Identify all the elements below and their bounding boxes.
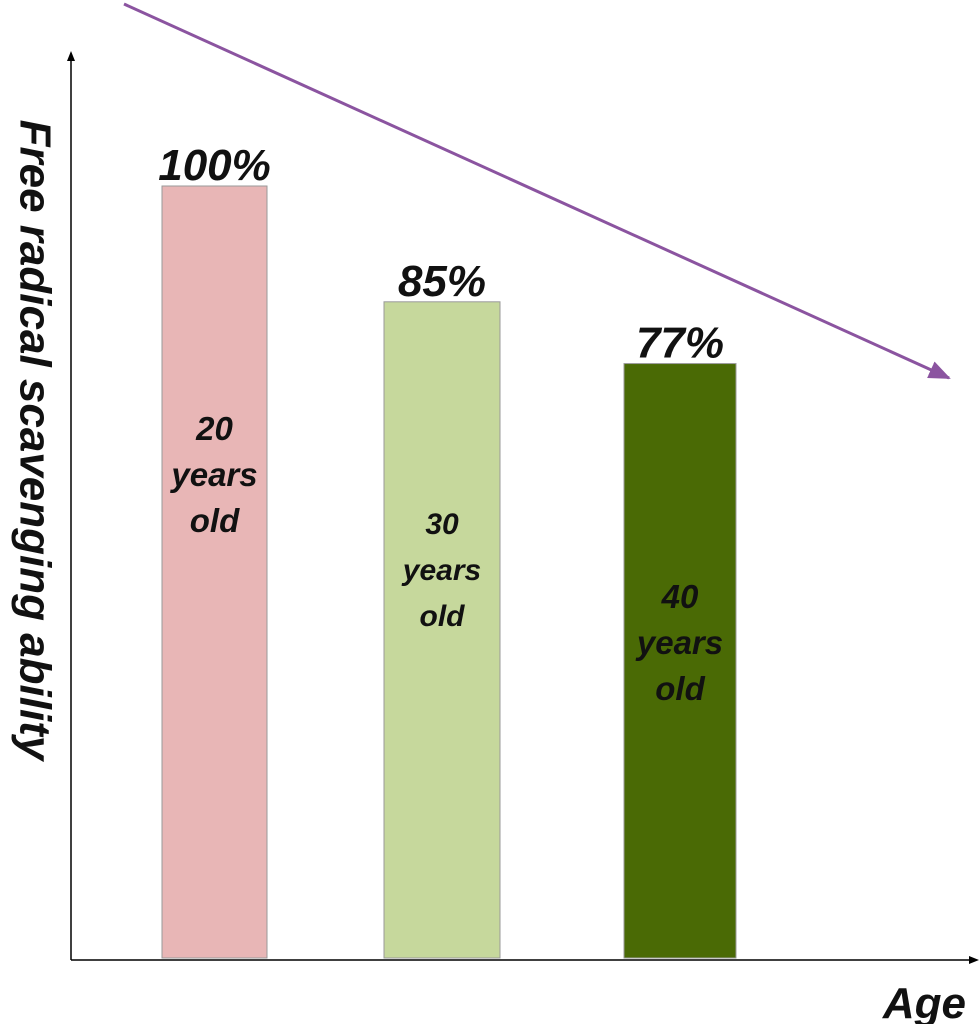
data-label-2: 85%	[398, 257, 486, 306]
category-label-2-line-2: years	[401, 554, 481, 587]
category-label-2-line-3: old	[420, 600, 466, 633]
bar-2	[383, 301, 501, 959]
category-label-1-line-1: 20	[195, 410, 233, 447]
data-label-1: 100%	[158, 141, 271, 190]
category-label-2-line-1: 30	[425, 508, 459, 541]
data-label-3: 77%	[636, 319, 724, 368]
trend-arrow	[123, 2, 951, 380]
category-label-1-line-3: old	[190, 502, 240, 539]
category-label-3-line-1: 40	[661, 578, 699, 615]
y-axis-label: Free radical scavenging ability	[10, 120, 59, 763]
category-label-1-line-2: years	[169, 456, 257, 493]
bar-1	[161, 185, 268, 959]
x-axis-label: Age	[882, 979, 966, 1024]
category-label-3-line-2: years	[635, 624, 723, 661]
bar-3	[623, 363, 737, 959]
category-label-3-line-3: old	[655, 670, 705, 707]
